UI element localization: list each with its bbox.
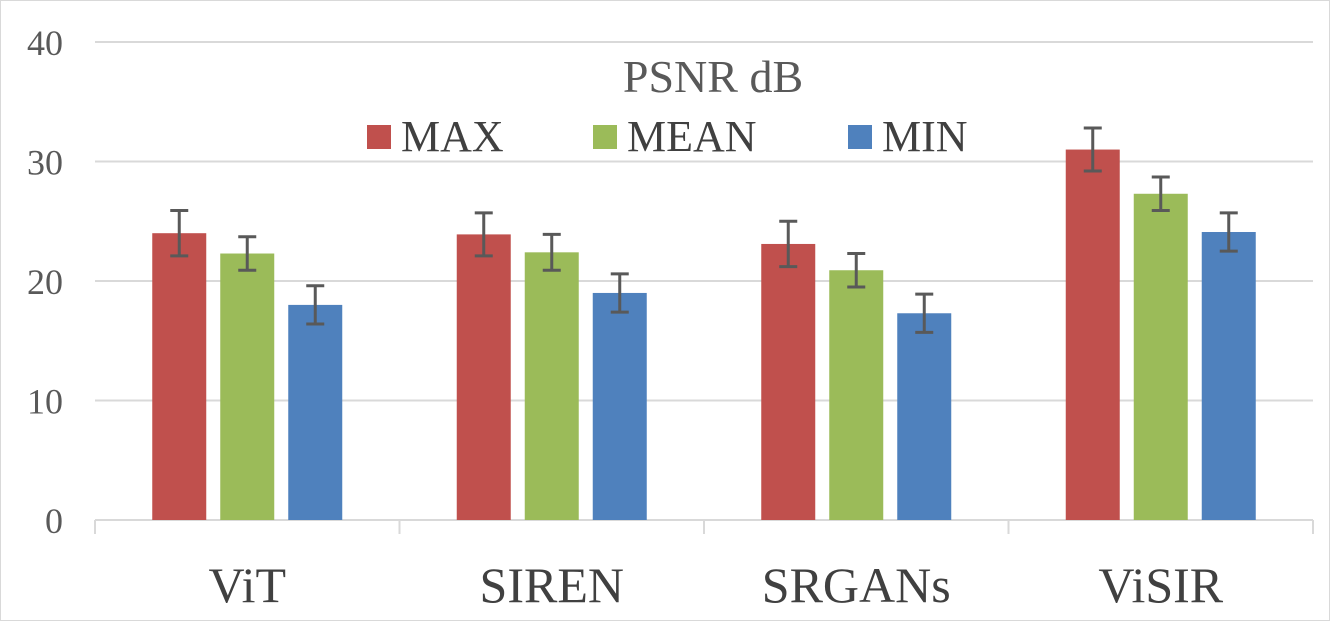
y-tick-label: 20 [27,262,63,302]
bar-mean-visir [1133,193,1188,520]
legend-label: MAX [401,112,504,161]
chart-title: PSNR dB [623,51,803,102]
error-bar [847,252,866,289]
error-bar [1151,175,1170,212]
x-tick-label: ViT [208,557,286,613]
y-tick-label: 0 [45,501,63,541]
legend-swatch [593,125,617,149]
error-bar [610,272,629,314]
error-bar [238,235,257,272]
error-bar [1219,211,1238,253]
bar-mean-vit [220,253,275,520]
bar-mean-srgans [829,270,884,520]
bar-min-srgans [897,313,952,520]
bar-min-vit [288,304,343,520]
error-bar [542,232,561,272]
error-bars [170,126,1238,334]
legend-item-max: MAX [367,112,504,161]
bar-min-siren [592,292,647,520]
error-bar [779,219,798,269]
bar-max-siren [456,234,511,520]
error-bar [170,208,189,258]
legend-item-min: MIN [848,112,968,161]
legend-item-mean: MEAN [593,112,757,161]
y-tick-label: 40 [27,23,63,63]
bar-mean-siren [524,252,579,520]
y-tick-label: 30 [27,143,63,183]
axes [94,519,1314,534]
bars [152,149,1256,521]
x-tick-label: SRGANs [762,557,951,613]
legend-swatch [367,125,391,149]
legend-label: MEAN [627,112,757,161]
bar-max-visir [1065,149,1120,521]
error-bar [306,284,325,326]
error-bar [474,211,493,258]
x-tick-label: SIREN [480,557,624,613]
legend-swatch [848,125,872,149]
error-bar [1083,126,1102,173]
legend-label: MIN [882,112,968,161]
error-bar [915,292,934,334]
x-tick-label: ViSIR [1098,557,1223,613]
y-tick-label: 10 [27,382,63,422]
bar-min-visir [1201,232,1256,520]
axis-labels: 0 10 20 30 40 ViT SIREN SRGANs ViSIR [27,23,1224,613]
legend: MAX MEAN MIN [367,112,968,161]
bar-max-srgans [761,243,816,520]
bar-max-vit [152,233,207,520]
